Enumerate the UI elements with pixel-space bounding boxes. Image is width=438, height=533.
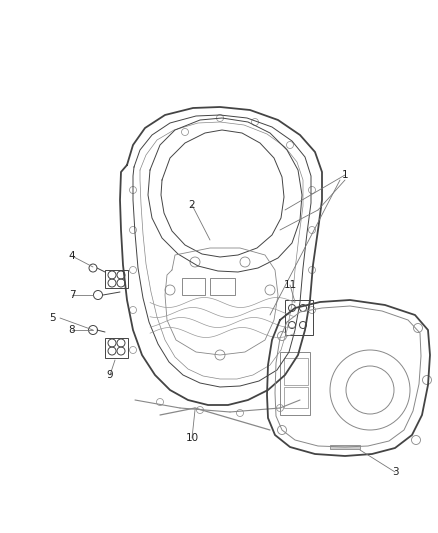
- Text: 2: 2: [189, 200, 195, 210]
- Text: 1: 1: [342, 170, 348, 180]
- Polygon shape: [330, 445, 360, 449]
- Text: 10: 10: [185, 433, 198, 443]
- Text: 3: 3: [392, 467, 398, 477]
- Text: 7: 7: [69, 290, 75, 300]
- Text: 11: 11: [283, 280, 297, 290]
- Text: 5: 5: [49, 313, 55, 323]
- Text: 8: 8: [69, 325, 75, 335]
- Text: 4: 4: [69, 251, 75, 261]
- Text: 9: 9: [107, 370, 113, 380]
